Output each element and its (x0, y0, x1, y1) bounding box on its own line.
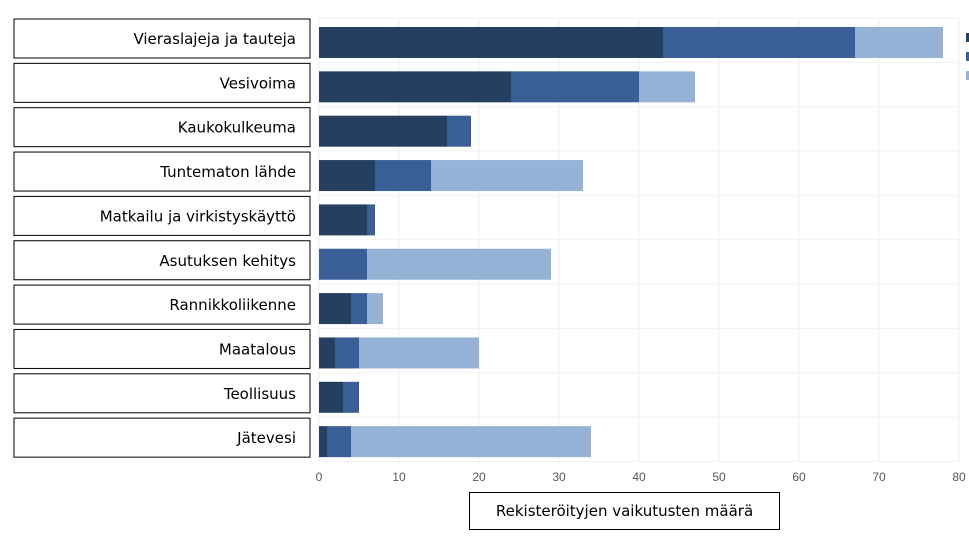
bar-segment (319, 381, 343, 413)
category-label-box (13, 151, 311, 192)
x-tick-label: 10 (392, 470, 406, 484)
bar-segment (319, 160, 375, 192)
bar-segment (319, 426, 327, 458)
bar-segment (663, 27, 855, 58)
category-label-box (13, 240, 311, 281)
legend-swatch (966, 33, 969, 42)
category-label-box (13, 373, 311, 414)
x-tick-label: 40 (632, 470, 646, 484)
category-label: Tuntematon lähde (159, 163, 296, 181)
bar-segment (319, 115, 447, 147)
x-tick-label: 50 (712, 470, 726, 484)
category-label-box (13, 417, 311, 458)
bar-segment (639, 71, 695, 103)
bar-segment (447, 115, 471, 147)
bar-segment (327, 426, 351, 458)
bar-segment (855, 27, 943, 58)
bar-segment (511, 71, 639, 103)
legend-swatch (966, 71, 969, 80)
category-label: Maatalous (219, 340, 296, 358)
bar-segment (351, 293, 367, 325)
category-label: Teollisuus (223, 385, 296, 403)
category-label: Rannikkoliikenne (169, 296, 296, 314)
bar-segment (319, 27, 663, 58)
category-label-box (13, 18, 311, 59)
x-tick-label: 20 (472, 470, 486, 484)
category-label: Kaukokulkeuma (178, 119, 296, 137)
bar-segment (375, 160, 431, 192)
bar-segment (367, 293, 383, 325)
legend-swatch (966, 52, 969, 61)
bar-segment (367, 248, 551, 280)
x-tick-label: 0 (316, 470, 323, 484)
category-labels: Vieraslajeja ja tauteja Vesivoima Kaukokul… (13, 18, 311, 458)
category-label: Vesivoima (220, 74, 296, 92)
bar-segment (319, 71, 511, 103)
bar-segment (319, 248, 367, 280)
category-label-box (13, 195, 311, 236)
x-tick-label: 80 (952, 470, 966, 484)
bar-segment (351, 426, 591, 458)
x-tick-label: 70 (872, 470, 886, 484)
category-label-box (13, 62, 311, 103)
bar-segment (431, 160, 583, 192)
bar-segment (319, 204, 367, 236)
bar-segment (335, 337, 359, 369)
x-axis-label: Rekisteröityjen vaikutusten määrä (469, 492, 780, 530)
bar-segment (319, 293, 351, 325)
category-label-box (13, 284, 311, 325)
bars (319, 27, 943, 458)
bar-segment (343, 381, 359, 413)
legend (966, 33, 969, 80)
bar-segment (319, 337, 335, 369)
x-axis-ticks: 0 10 20 30 40 50 60 70 80 (316, 470, 966, 484)
category-label: Vieraslajeja ja tauteja (133, 30, 296, 48)
category-label: Jätevesi (236, 429, 296, 447)
category-label-box (13, 107, 311, 148)
bar-segment (359, 337, 479, 369)
category-label: Asutuksen kehitys (159, 252, 296, 270)
bar-segment (367, 204, 375, 236)
gridlines (318, 17, 960, 462)
x-tick-label: 60 (792, 470, 806, 484)
x-tick-label: 30 (552, 470, 566, 484)
category-label: Matkailu ja virkistyskäyttö (100, 207, 296, 225)
category-label-box (13, 328, 311, 369)
